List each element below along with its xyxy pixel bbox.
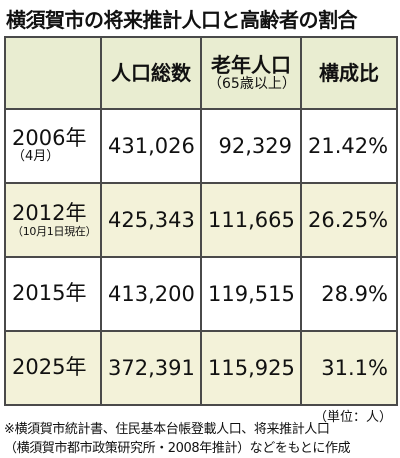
row-year: 2006年 (12, 126, 87, 151)
row-elderly: 111,665 (200, 182, 302, 258)
row-ratio: 21.42% (300, 108, 398, 184)
header-population: 人口総数 (100, 36, 202, 110)
row-year-cell: 2012年 （10月1日現在） (4, 182, 102, 258)
header-elderly-sublabel: （65歳以上） (208, 76, 296, 93)
row-ratio: 28.9% (300, 256, 398, 332)
row-year-sub: （4月） (12, 149, 60, 165)
row-year-cell: 2025年 (4, 330, 102, 406)
unit-label: （単位：人） (313, 410, 392, 425)
table-row: 2025年 372,391 115,925 31.1% (4, 330, 398, 406)
header-elderly-label: 老年人口 (211, 53, 291, 78)
header-population-label: 人口総数 (111, 61, 191, 85)
table-row: 2006年 （4月） 431,026 92,329 21.42% (4, 108, 398, 184)
header-ratio: 構成比 (300, 36, 398, 110)
table-header-row: 人口総数 老年人口 （65歳以上） 構成比 (4, 36, 398, 110)
table-row: 2015年 413,200 119,515 28.9% (4, 256, 398, 332)
row-year-cell: 2006年 （4月） (4, 108, 102, 184)
row-elderly: 92,329 (200, 108, 302, 184)
row-year-cell: 2015年 (4, 256, 102, 332)
row-year: 2025年 (12, 355, 87, 380)
page-title: 横須賀市の将来推計人口と高齢者の割合 (6, 8, 358, 32)
source-note: ※横須賀市統計書、住民基本台帳登載人口、将来推計人口 （横須賀市都市政策研究所・… (4, 420, 398, 458)
row-elderly: 115,925 (200, 330, 302, 406)
row-population: 431,026 (100, 108, 202, 184)
row-ratio: 26.25% (300, 182, 398, 258)
row-population: 372,391 (100, 330, 202, 406)
source-note-line: （横須賀市都市政策研究所・2008年推計）などをもとに作成 (4, 441, 351, 456)
population-table: 人口総数 老年人口 （65歳以上） 構成比 2006年 （4月） 431,026… (4, 36, 398, 406)
source-note-line: ※横須賀市統計書、住民基本台帳登載人口、将来推計人口 (4, 422, 330, 437)
row-elderly: 119,515 (200, 256, 302, 332)
row-ratio: 31.1% (300, 330, 398, 406)
row-year: 2012年 (12, 201, 87, 226)
row-year: 2015年 (12, 281, 87, 306)
header-elderly: 老年人口 （65歳以上） (200, 36, 302, 110)
header-empty-cell (4, 36, 102, 110)
row-year-sub: （10月1日現在） (12, 224, 97, 238)
table-row: 2012年 （10月1日現在） 425,343 111,665 26.25% (4, 182, 398, 258)
row-population: 413,200 (100, 256, 202, 332)
row-population: 425,343 (100, 182, 202, 258)
header-ratio-label: 構成比 (319, 61, 379, 85)
